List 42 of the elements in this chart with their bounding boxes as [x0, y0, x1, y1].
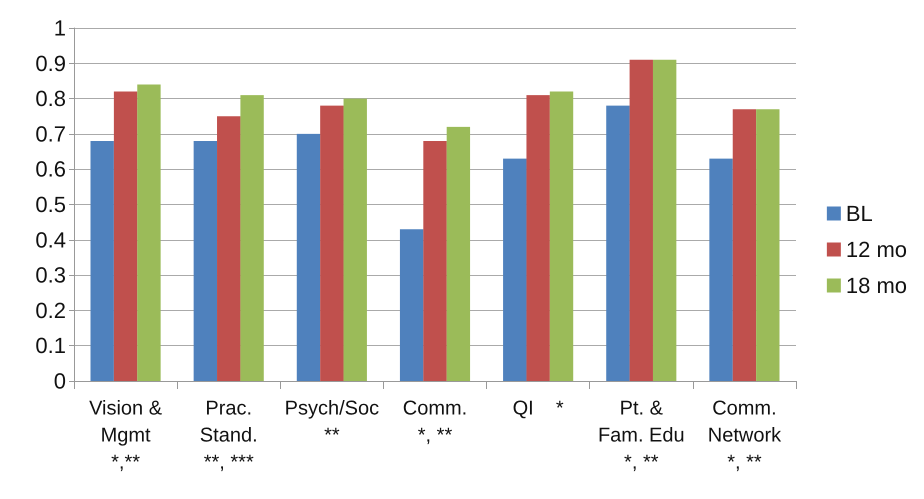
bar: [732, 109, 756, 381]
legend-label: BL: [846, 201, 873, 226]
bar: [709, 158, 733, 381]
y-tick-label: 0.9: [35, 50, 66, 76]
y-tick-label: 0.5: [35, 192, 66, 217]
y-tick-label: 0.6: [35, 156, 66, 182]
bar: [503, 158, 526, 381]
y-tick-label: 0: [54, 368, 66, 394]
x-tick-label: Vision & Mgmt *,**: [89, 398, 163, 474]
bar: [240, 95, 264, 381]
bar: [756, 109, 780, 381]
bar: [114, 92, 138, 381]
y-tick-label: 0.3: [35, 262, 66, 288]
bar: [137, 84, 161, 381]
bar: [90, 140, 114, 381]
bar: [606, 106, 630, 381]
y-tick-label: 0.4: [35, 227, 66, 252]
x-tick-label: QI *: [512, 398, 564, 420]
y-tick-label: 0.8: [35, 86, 66, 112]
y-tick-label: 1: [54, 16, 66, 40]
bar: [400, 229, 424, 381]
bar: [296, 134, 320, 381]
bar: [194, 140, 218, 381]
y-tick-label: 0.7: [35, 121, 66, 146]
legend-label: 18 mo: [846, 273, 908, 298]
bar: [446, 126, 470, 381]
x-tick-label: Pt. & Fam. Edu *, **: [598, 398, 685, 474]
legend-label: 12 mo: [846, 237, 908, 262]
bar: [320, 106, 344, 381]
bar: [630, 60, 653, 381]
x-tick-label: Prac. Stand. **, ***: [200, 398, 258, 474]
x-tick-label: Comm. *, **: [402, 398, 468, 446]
bar: [652, 60, 676, 381]
bar: [344, 98, 367, 381]
bar: [423, 140, 447, 381]
y-tick-label: 0.1: [35, 333, 66, 358]
bar: [526, 95, 550, 381]
bar: [217, 116, 240, 381]
x-tick-label: Psych/Soc **: [284, 398, 380, 446]
x-tick-label: Comm. Network *, **: [708, 398, 782, 474]
y-tick-label: 0.2: [35, 298, 66, 323]
bar: [550, 92, 574, 381]
